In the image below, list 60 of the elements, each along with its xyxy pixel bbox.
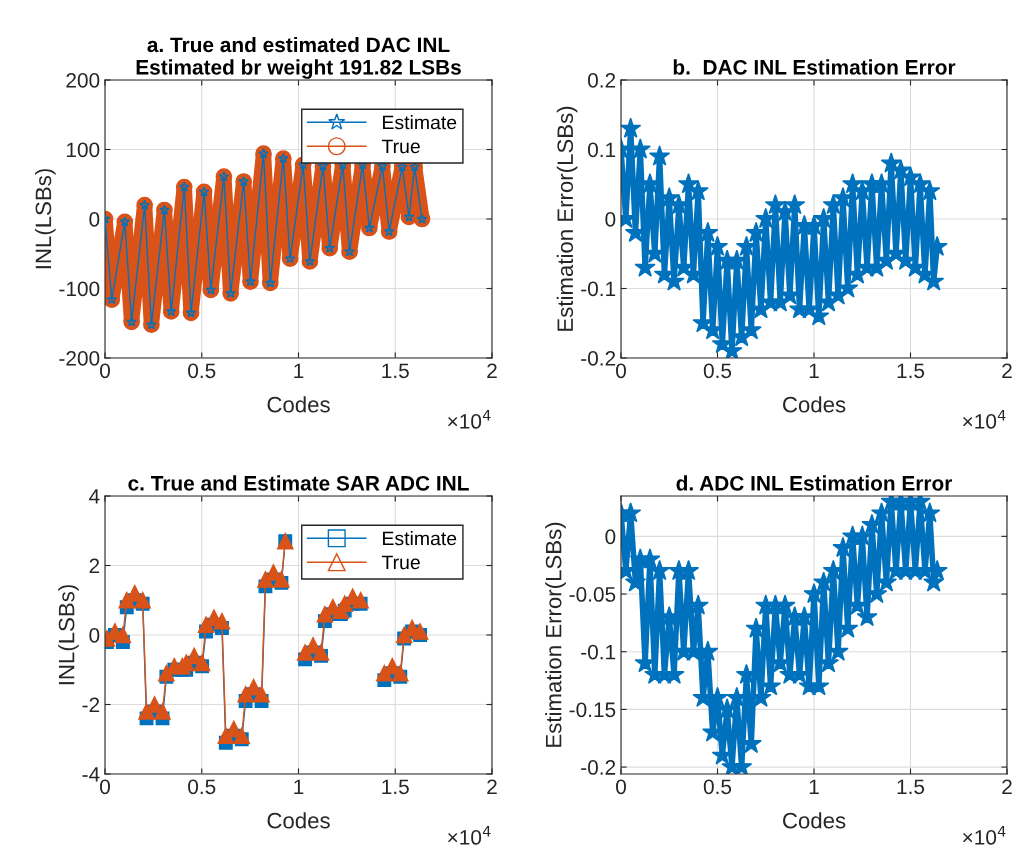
x-tick-label: 0 (100, 363, 110, 379)
x-tick-label: 1.5 (382, 779, 409, 795)
text: ×10$^{4}$ (963, 409, 1006, 429)
x-tick-label: 1 (809, 779, 819, 794)
y-tick-label: -100 (59, 281, 100, 297)
x-axis-title: Codes (783, 812, 846, 829)
x-tick-label: 1.5 (382, 363, 409, 379)
x-tick-label: 2 (487, 779, 497, 794)
x-axis-title: Codes (267, 396, 330, 413)
x-tick-label: 1.5 (897, 363, 925, 379)
y-tick-label: 4 (89, 489, 100, 504)
y-tick-label: -4 (82, 767, 100, 782)
text: ×10$^{4}$ (963, 825, 1006, 845)
x-tick-label: 0.5 (703, 779, 732, 795)
y-tick-label: -0.05 (569, 587, 616, 602)
x-tick-label: 2 (487, 363, 497, 378)
y-tick-label: 2 (89, 558, 100, 574)
legend-label: True (381, 555, 420, 570)
x-tick-label: 0.5 (188, 363, 216, 379)
x-axis-title: Codes (783, 396, 846, 413)
y-tick-label: 0.1 (587, 142, 616, 158)
y-axis-title: INL(LSBs) (34, 169, 56, 269)
legend-label: Estimate (383, 531, 457, 546)
y-axis-title: INL(LSBs) (58, 585, 79, 685)
chart-title: a. True and estimated DAC INL Estimated br weight 191.82 LSBs (136, 36, 461, 79)
y-axis-title: Estimation Error(LSBs) (556, 106, 578, 331)
text: ×10$^{4}$ (448, 825, 491, 845)
x-tick-label: 1 (294, 779, 304, 794)
y-tick-label: -200 (59, 351, 100, 366)
y-tick-label: 0.2 (587, 73, 616, 88)
y-tick-label: 0 (605, 529, 616, 545)
y-tick-label: -2 (82, 697, 100, 713)
y-axis-title: Estimation Error(LSBs) (545, 522, 566, 747)
x-tick-label: 0 (616, 779, 626, 795)
x-tick-label: 1.5 (897, 779, 925, 795)
x-tick-label: 0.5 (703, 363, 732, 379)
x-tick-label: 0 (100, 779, 110, 795)
x-tick-label: 1 (294, 363, 304, 378)
legend-label: True (381, 139, 420, 154)
x-axis-title: Codes (267, 812, 330, 829)
x-tick-label: 0 (616, 363, 626, 379)
x-tick-label: 0.5 (188, 779, 216, 795)
y-tick-label: 100 (66, 142, 100, 158)
chart-title: b. DAC INL Estimation Error (673, 59, 956, 75)
text: ×10$^{4}$ (448, 409, 491, 429)
x-tick-label: 2 (1002, 363, 1012, 378)
y-tick-label: -0.1 (581, 644, 616, 660)
chart-title: c. True and Estimate SAR ADC INL (128, 475, 469, 491)
chart-title: d. ADC INL Estimation Error (676, 475, 953, 491)
y-tick-label: -0.1 (581, 281, 616, 297)
y-tick-label: -0.2 (581, 760, 616, 775)
y-tick-label: 200 (66, 73, 100, 88)
y-tick-label: 0 (89, 212, 100, 227)
x-tick-label: 2 (1002, 779, 1012, 794)
x-tick-label: 1 (809, 363, 819, 378)
y-tick-label: -0.15 (569, 702, 616, 718)
y-tick-label: 0 (605, 212, 616, 227)
y-tick-label: -0.2 (581, 351, 616, 366)
y-tick-label: 0 (89, 628, 100, 643)
legend-label: Estimate (383, 115, 457, 130)
